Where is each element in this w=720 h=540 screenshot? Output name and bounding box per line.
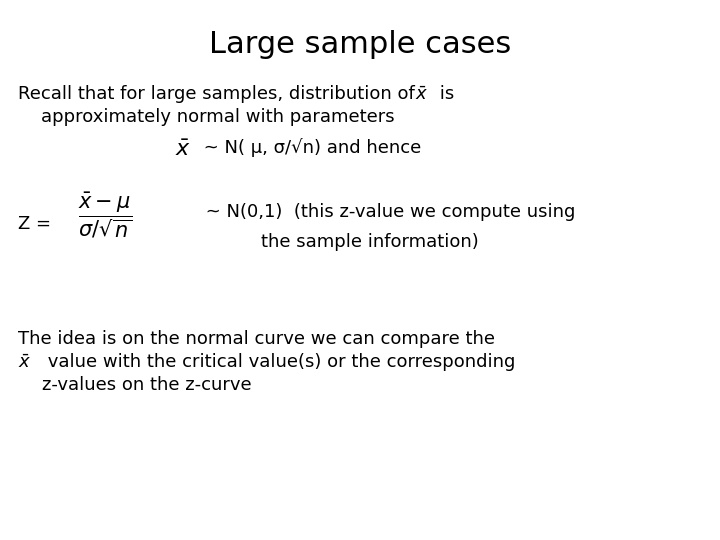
- Text: ~ N(0,1)  (this z-value we compute using: ~ N(0,1) (this z-value we compute using: [200, 203, 575, 221]
- Text: the sample information): the sample information): [261, 233, 479, 251]
- Text: Large sample cases: Large sample cases: [209, 30, 511, 59]
- Text: ~ N( μ, σ/√n) and hence: ~ N( μ, σ/√n) and hence: [198, 138, 421, 157]
- Text: $\bar{x}$: $\bar{x}$: [18, 354, 31, 372]
- Text: Recall that for large samples, distribution of: Recall that for large samples, distribut…: [18, 85, 415, 103]
- Text: $\bar{x}$: $\bar{x}$: [415, 86, 428, 104]
- Text: The idea is on the normal curve we can compare the: The idea is on the normal curve we can c…: [18, 330, 495, 348]
- Text: z-values on the z-curve: z-values on the z-curve: [42, 376, 251, 394]
- Text: Z =: Z =: [18, 215, 57, 233]
- Text: $\dfrac{\bar{x}-\mu}{\sigma / \sqrt{n}}$: $\dfrac{\bar{x}-\mu}{\sigma / \sqrt{n}}$: [78, 190, 132, 240]
- Text: value with the critical value(s) or the corresponding: value with the critical value(s) or the …: [42, 353, 516, 371]
- Text: is: is: [434, 85, 454, 103]
- Text: $\bar{x}$: $\bar{x}$: [175, 139, 191, 161]
- Text: approximately normal with parameters: approximately normal with parameters: [18, 108, 395, 126]
